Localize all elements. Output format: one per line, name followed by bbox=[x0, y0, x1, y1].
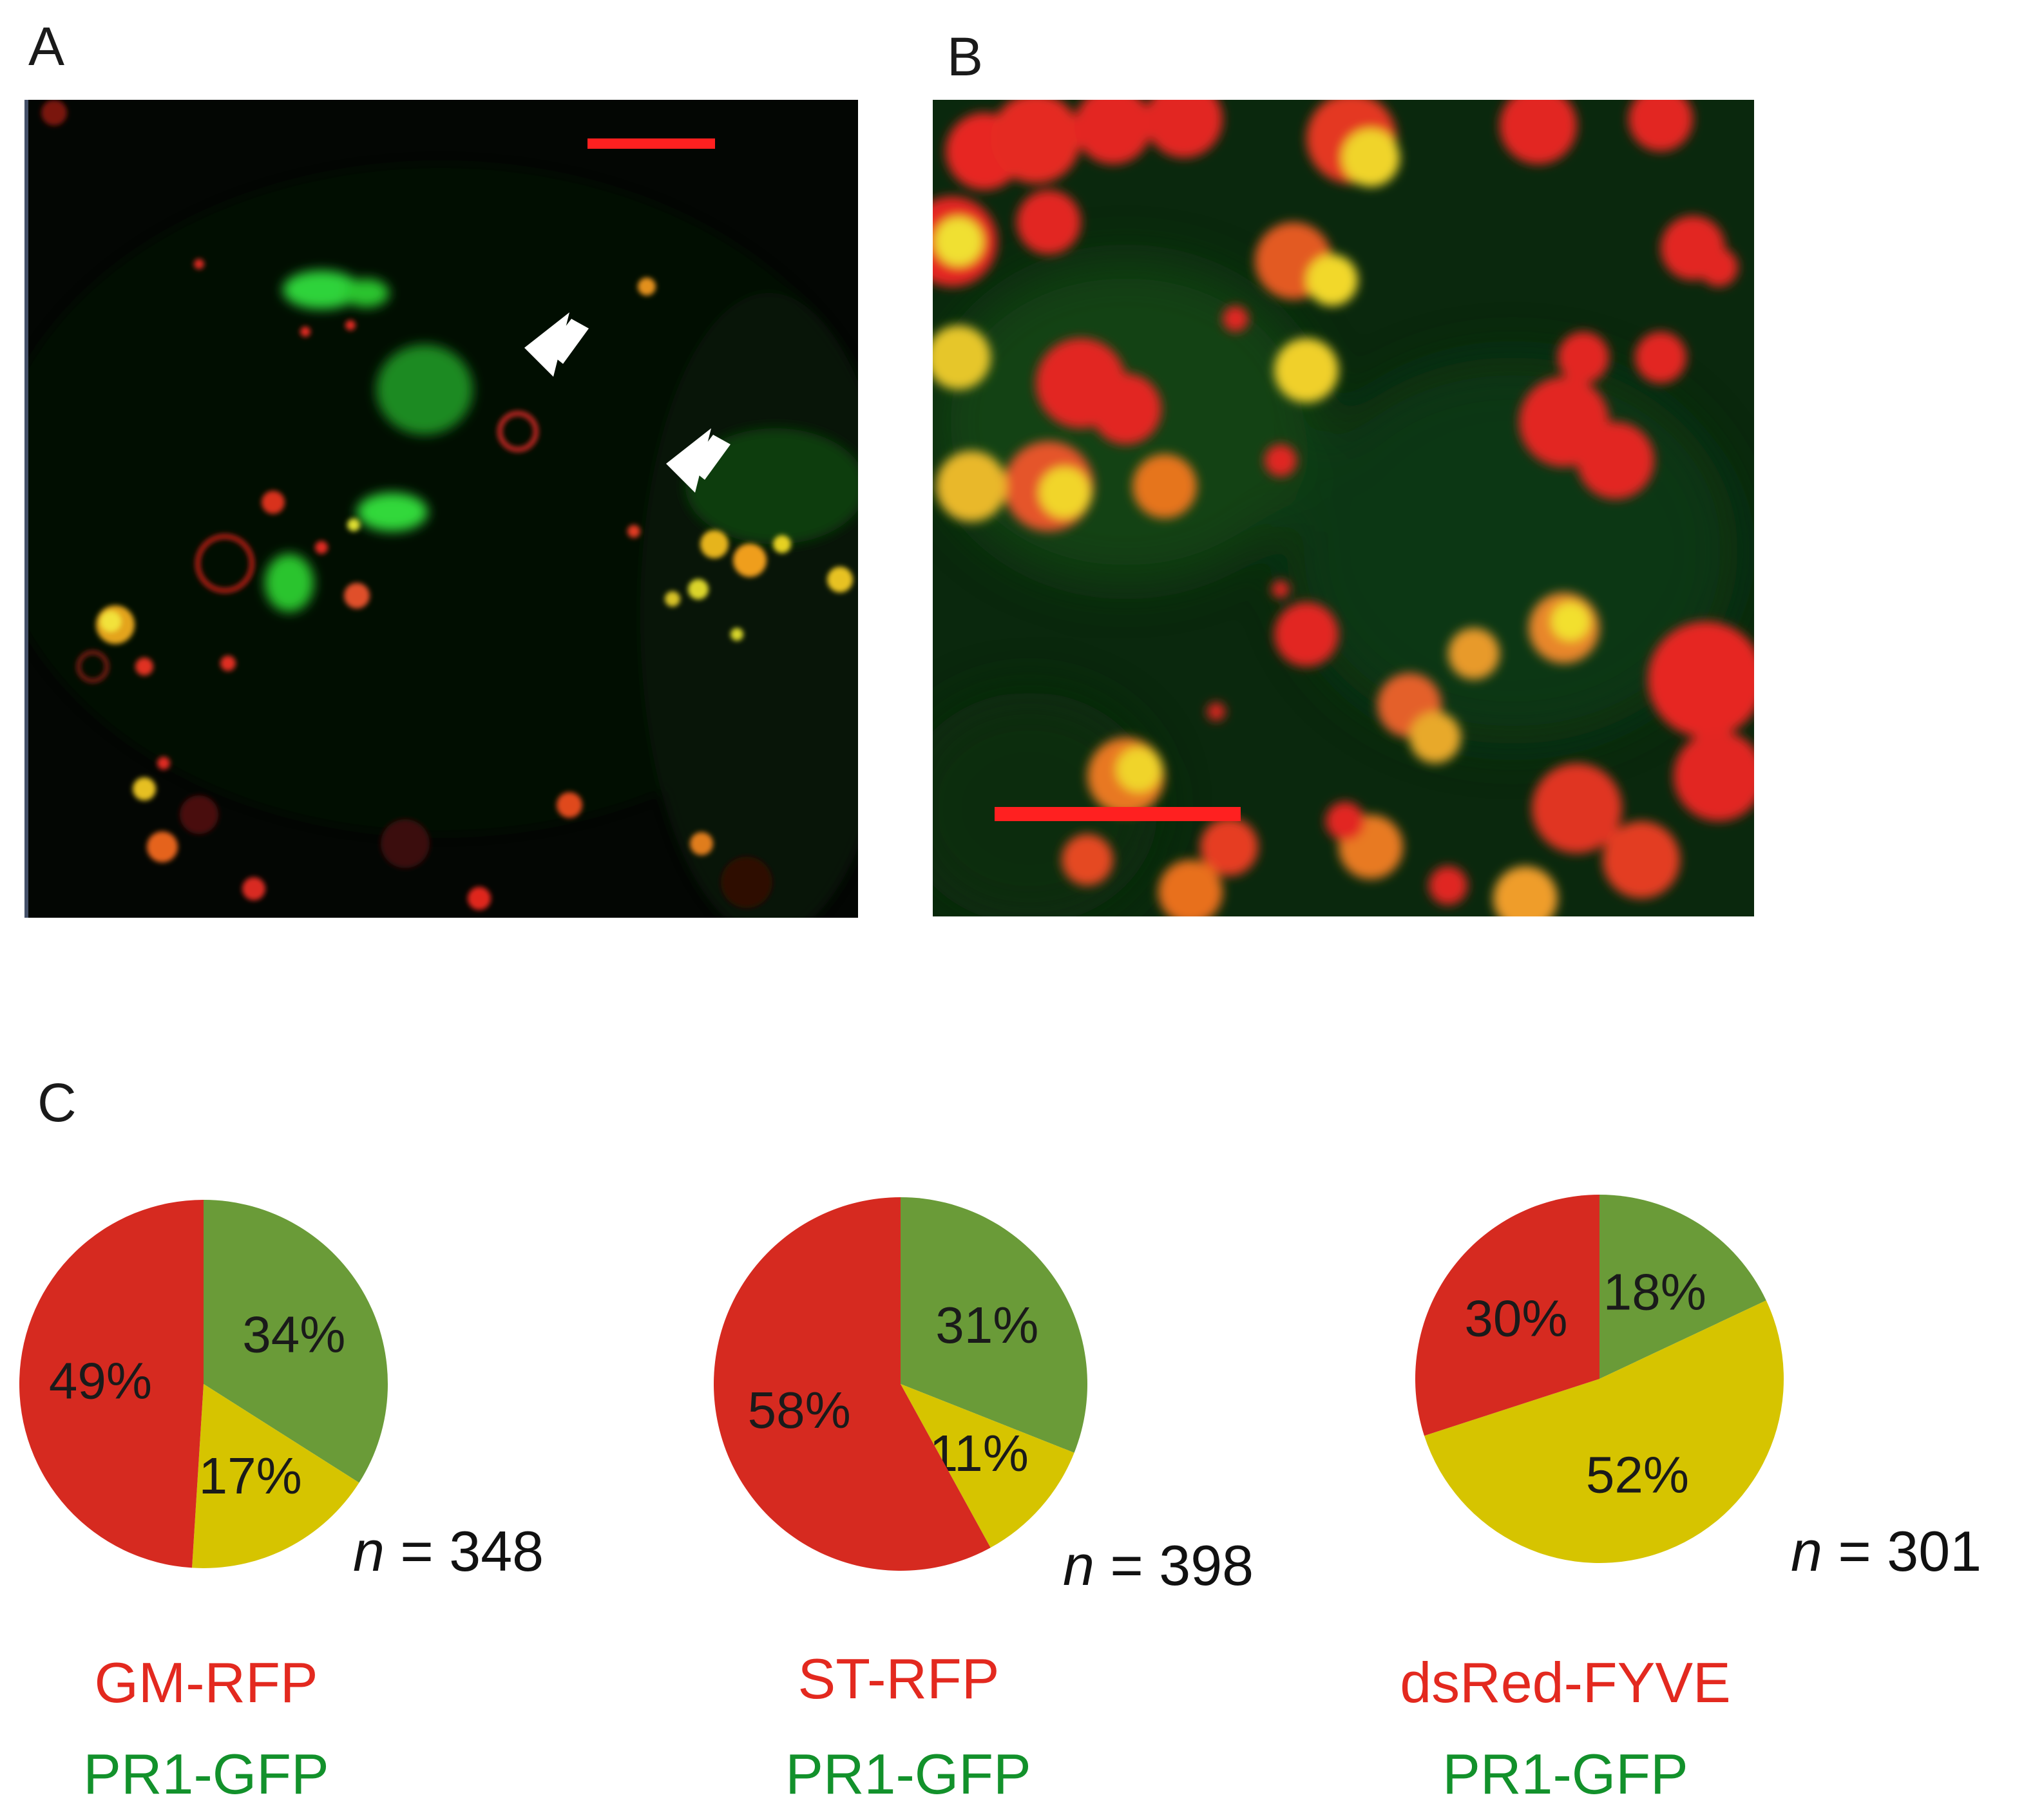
pie-chart-3: 18% 52% 30% bbox=[1412, 1195, 1799, 1584]
n-label-2: n = 398 bbox=[1063, 1533, 1254, 1598]
pie-slice-label: 30% bbox=[1464, 1289, 1567, 1347]
n-label-1: n = 348 bbox=[353, 1519, 544, 1584]
pie-slice-red bbox=[714, 1197, 991, 1571]
pie-slice-yellow bbox=[192, 1384, 359, 1568]
construct-label-green-3: PR1-GFP bbox=[1442, 1742, 1688, 1806]
pie-slice-label: 31% bbox=[935, 1296, 1038, 1354]
construct-label-red-3: dsRed-FYVE bbox=[1400, 1651, 1731, 1714]
pie-slice-label: 49% bbox=[49, 1352, 152, 1409]
micrograph-a bbox=[24, 100, 858, 918]
pie-slice-yellow bbox=[901, 1384, 1074, 1548]
panel-label-a: A bbox=[28, 16, 65, 77]
n-value: = 348 bbox=[400, 1519, 544, 1583]
micrograph-b-image bbox=[933, 100, 1754, 916]
arrow-icon bbox=[524, 312, 589, 377]
n-label-3: n = 301 bbox=[1791, 1519, 1981, 1584]
construct-label-green-2: PR1-GFP bbox=[785, 1742, 1031, 1806]
construct-label-green-1: PR1-GFP bbox=[83, 1742, 329, 1806]
panel-label-c: C bbox=[37, 1072, 77, 1133]
pie-chart-1: 34% 17% 49% bbox=[13, 1195, 399, 1584]
scale-bar-b bbox=[995, 807, 1241, 821]
micrograph-a-image bbox=[28, 100, 858, 918]
pie-slice-yellow bbox=[1424, 1300, 1784, 1564]
pie-slice-label: 52% bbox=[1586, 1446, 1689, 1503]
pie-slice-label: 17% bbox=[199, 1447, 302, 1504]
pie-slice-green bbox=[204, 1200, 388, 1483]
panel-label-b: B bbox=[947, 26, 984, 87]
pie-slice-label: 18% bbox=[1603, 1263, 1706, 1320]
micrograph-b bbox=[933, 100, 1754, 916]
pie-slice-red bbox=[1415, 1195, 1599, 1436]
n-symbol: n bbox=[1791, 1519, 1822, 1583]
construct-label-red-2: ST-RFP bbox=[797, 1647, 1000, 1711]
n-symbol: n bbox=[1063, 1533, 1094, 1597]
scale-bar-a bbox=[587, 138, 715, 149]
arrow-icon bbox=[666, 428, 730, 493]
pie-chart-1-svg: 34% 17% 49% bbox=[19, 1200, 388, 1568]
pie-chart-2-svg: 31%11%58% bbox=[714, 1197, 1087, 1571]
n-symbol: n bbox=[353, 1519, 385, 1583]
pie-chart-2: 31% 11% 58% bbox=[714, 1195, 1100, 1584]
pie-slice-green bbox=[1599, 1195, 1766, 1379]
pie-chart-3-svg: 18% 52% 30% bbox=[1415, 1195, 1784, 1564]
pie-slice-label: 34% bbox=[242, 1305, 345, 1363]
n-value: = 301 bbox=[1838, 1519, 1982, 1583]
n-value: = 398 bbox=[1110, 1533, 1254, 1597]
pie-slice-label: 58% bbox=[748, 1381, 851, 1439]
construct-label-red-1: GM-RFP bbox=[94, 1651, 318, 1714]
pie-slice-red bbox=[19, 1200, 204, 1568]
pie-slice-green bbox=[901, 1197, 1087, 1453]
